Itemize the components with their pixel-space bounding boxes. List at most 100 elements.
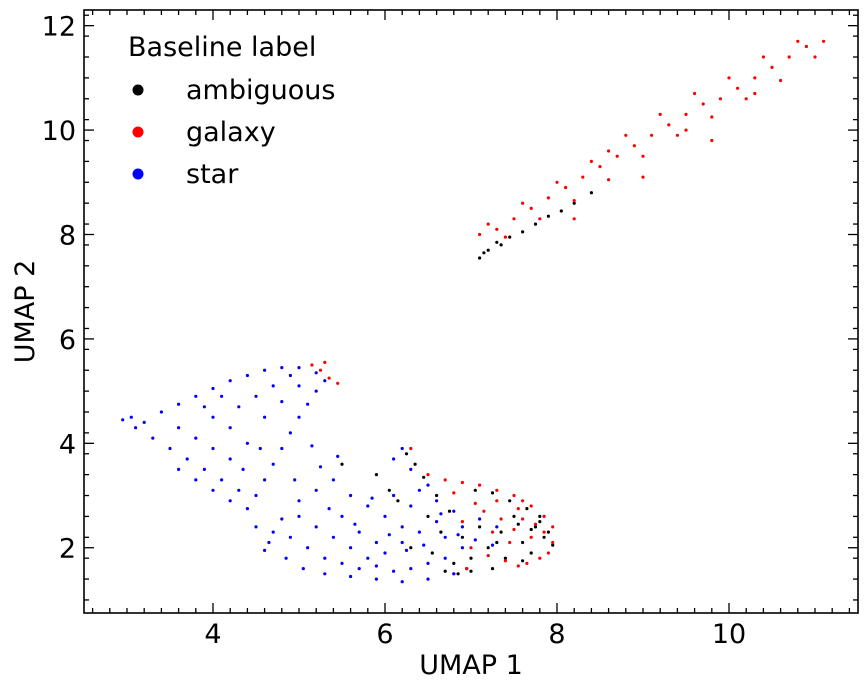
point-star-1	[129, 415, 133, 419]
point-galaxy-45	[641, 175, 645, 179]
y-tick-label: 6	[59, 325, 76, 356]
point-galaxy-24	[607, 178, 611, 182]
y-tick-label: 2	[59, 534, 76, 565]
point-galaxy-38	[761, 55, 766, 59]
legend-label-galaxy: galaxy	[186, 117, 276, 148]
point-star-46	[254, 394, 258, 398]
point-star-7	[228, 379, 232, 383]
point-galaxy-55	[460, 480, 464, 485]
point-star-80	[443, 556, 447, 560]
point-star-87	[383, 514, 387, 519]
point-star-26	[301, 567, 305, 571]
point-ambiguous-28	[396, 499, 400, 503]
point-star-73	[323, 556, 327, 560]
y-tick-label: 10	[42, 116, 76, 147]
point-galaxy-16	[753, 76, 757, 80]
point-star-98	[417, 488, 421, 492]
point-galaxy-84	[533, 522, 538, 526]
point-galaxy-64	[546, 551, 551, 555]
point-ambiguous-49	[559, 209, 563, 213]
point-star-101	[460, 525, 464, 529]
point-galaxy-79	[473, 501, 477, 505]
point-galaxy-11	[667, 123, 671, 127]
point-star-17	[288, 431, 292, 435]
point-ambiguous-26	[374, 473, 378, 477]
point-star-103	[495, 525, 499, 529]
point-star-15	[306, 402, 310, 406]
point-star-27	[323, 572, 327, 576]
point-galaxy-43	[753, 91, 757, 96]
point-star-83	[314, 488, 318, 492]
point-star-97	[409, 467, 413, 471]
point-ambiguous-23	[443, 569, 447, 573]
point-ambiguous-0	[404, 452, 409, 456]
point-star-61	[258, 446, 262, 451]
point-galaxy-30	[813, 55, 817, 59]
point-galaxy-68	[503, 559, 507, 563]
point-star-5	[194, 394, 198, 398]
point-star-86	[366, 504, 370, 508]
point-star-85	[349, 493, 353, 498]
point-galaxy-21	[503, 235, 507, 239]
point-star-36	[185, 457, 189, 461]
point-galaxy-17	[770, 65, 774, 69]
point-galaxy-52	[409, 446, 413, 451]
point-star-44	[245, 441, 249, 445]
point-galaxy-6	[581, 175, 585, 179]
point-star-84	[331, 478, 335, 482]
point-star-67	[383, 551, 387, 555]
point-ambiguous-46	[521, 230, 525, 234]
point-star-109	[353, 522, 357, 526]
point-ambiguous-1	[413, 462, 417, 466]
point-galaxy-60	[529, 504, 533, 508]
point-galaxy-9	[632, 144, 637, 148]
point-star-65	[349, 546, 353, 550]
point-galaxy-42	[684, 128, 688, 132]
point-ambiguous-48	[546, 214, 551, 218]
point-star-8	[245, 373, 249, 378]
point-ambiguous-24	[452, 561, 456, 566]
point-star-42	[211, 415, 215, 419]
point-galaxy-32	[555, 180, 559, 184]
point-star-14	[314, 389, 318, 393]
point-star-2	[142, 420, 146, 424]
point-galaxy-48	[318, 368, 323, 372]
point-star-30	[400, 580, 404, 584]
point-star-55	[211, 446, 215, 451]
point-galaxy-33	[589, 159, 594, 163]
point-star-113	[422, 543, 426, 547]
point-star-29	[374, 577, 378, 581]
point-star-28	[349, 574, 353, 579]
point-star-38	[220, 478, 224, 482]
point-galaxy-14	[718, 97, 723, 101]
point-ambiguous-37	[521, 559, 525, 563]
y-tick-label: 4	[59, 429, 76, 460]
point-star-100	[443, 535, 447, 539]
point-star-53	[288, 373, 292, 378]
point-star-60	[241, 467, 245, 471]
point-star-24	[267, 540, 271, 545]
point-star-22	[245, 507, 249, 511]
point-ambiguous-4	[447, 509, 452, 513]
point-galaxy-4	[546, 196, 551, 200]
point-star-19	[271, 462, 275, 466]
point-galaxy-36	[693, 91, 697, 96]
point-galaxy-29	[779, 78, 783, 83]
point-star-99	[435, 499, 439, 503]
point-galaxy-54	[443, 478, 447, 482]
point-galaxy-22	[538, 217, 542, 221]
point-star-66	[366, 556, 370, 560]
point-galaxy-75	[529, 535, 533, 539]
point-star-106	[263, 548, 267, 553]
point-star-121	[293, 478, 297, 482]
point-galaxy-71	[460, 520, 464, 524]
point-star-9	[263, 368, 267, 372]
point-star-50	[263, 415, 267, 419]
point-galaxy-61	[542, 514, 546, 519]
point-galaxy-1	[495, 227, 499, 231]
point-galaxy-59	[521, 499, 525, 503]
point-galaxy-27	[710, 115, 714, 119]
legend-label-ambiguous: ambiguous	[186, 75, 335, 106]
point-ambiguous-19	[495, 540, 499, 545]
point-galaxy-49	[327, 376, 331, 380]
